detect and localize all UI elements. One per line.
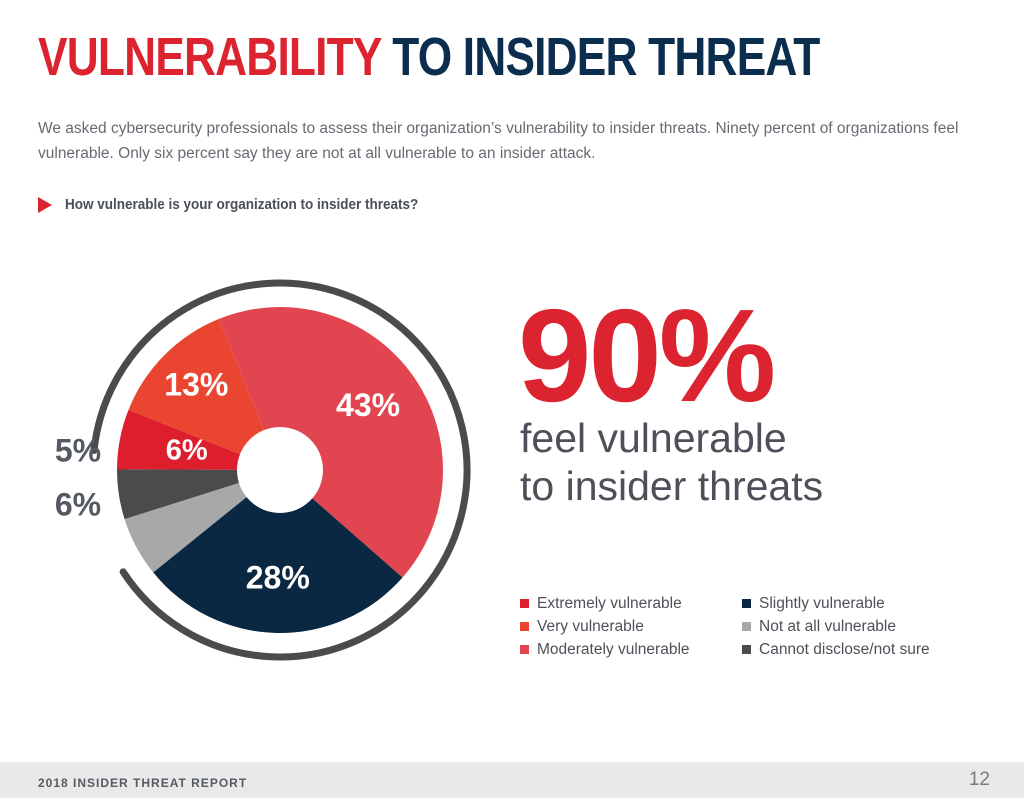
page-footer: 2018 INSIDER THREAT REPORT 12 [0,762,1024,798]
legend-swatch [742,622,751,631]
donut-outer-ring [90,279,471,661]
headline-caption-line-2: to insider threats [520,463,824,509]
headline-caption: feel vulnerable to insider threats [520,414,823,510]
donut-slice-slightly-vulnerable [153,470,403,633]
intro-paragraph: We asked cybersecurity professionals to … [38,120,959,162]
report-name: 2018 INSIDER THREAT REPORT [38,776,248,790]
donut-slice-not-at-all-vulnerable [124,470,280,573]
legend-swatch [520,599,529,608]
legend-label: Slightly vulnerable [759,594,885,612]
legend-swatch [742,599,751,608]
chart-legend: Extremely vulnerable Slightly vulnerable V… [520,594,980,659]
slice-label: 43% [336,387,400,423]
donut-slice-extremely-vulnerable [117,409,280,470]
slice-label: 28% [246,559,310,595]
legend-swatch [520,645,529,654]
page-number: 12 [968,769,990,790]
legend-swatch [742,645,751,654]
question-text: How vulnerable is your organization to i… [65,196,419,213]
legend-item: Moderately vulnerable [520,640,742,659]
legend-label: Very vulnerable [537,617,644,635]
donut-slice-very-vulnerable [128,318,280,470]
legend-item: Slightly vulnerable [742,594,980,613]
legend-label: Not at all vulnerable [759,617,896,635]
slice-label: 6% [166,435,208,467]
legend-item: Cannot disclose/not sure [742,640,980,659]
legend-item: Very vulnerable [520,617,742,636]
donut-chart: 43% 28% 6% 5% 6% 13% [55,279,471,661]
title-rest: TO INSIDER THREAT [392,27,820,87]
legend-label: Moderately vulnerable [537,640,690,658]
slice-label: 13% [164,366,228,402]
legend-label: Cannot disclose/not sure [759,640,930,658]
survey-question: How vulnerable is your organization to i… [38,196,458,213]
legend-item: Extremely vulnerable [520,594,742,613]
slice-label: 6% [55,486,101,522]
legend-swatch [520,622,529,631]
page-title: VULNERABILITY TO INSIDER THREAT [38,30,820,84]
title-highlight: VULNERABILITY [38,27,382,87]
legend-label: Extremely vulnerable [537,594,682,612]
slice-label: 5% [55,432,101,468]
donut-hole [237,427,323,513]
headline-percentage: 90% [518,282,776,429]
legend-item: Not at all vulnerable [742,617,980,636]
donut-slice-moderately-vulnerable [218,306,444,578]
play-arrow-icon [38,196,52,213]
headline-caption-line-1: feel vulnerable [520,415,787,461]
